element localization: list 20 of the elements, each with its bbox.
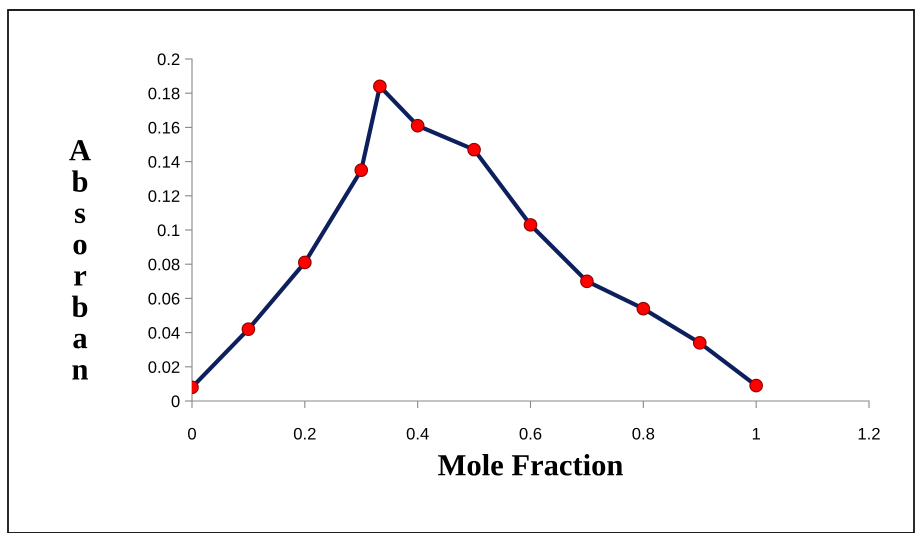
x-axis-title: Mole Fraction (438, 454, 623, 476)
x-tick-label: 0.8 (632, 428, 654, 440)
y-tick-label: 0.08 (148, 258, 180, 270)
y-tick-label: 0.14 (148, 156, 180, 168)
y-tick-label: 0.1 (158, 224, 180, 236)
y-tick-label: 0.2 (158, 53, 180, 66)
y-tick-label: 0.06 (148, 292, 180, 305)
y-tick-label: 0.04 (148, 327, 180, 339)
x-tick-label: 0.4 (406, 428, 429, 440)
y-tick-label: 0 (172, 395, 180, 408)
x-tick-label: 0.2 (294, 428, 316, 440)
y-tick-label: 0.02 (148, 361, 180, 374)
x-tick-label: 1 (752, 428, 760, 440)
y-tick-label: 0.16 (148, 122, 180, 134)
y-tick-label: 0.18 (148, 88, 180, 100)
x-tick-label: 1.2 (858, 428, 880, 440)
y-tick-label: 0.12 (148, 190, 180, 202)
y-axis-title: Absorban (69, 140, 91, 380)
x-tick-label: 0.6 (520, 428, 542, 440)
x-tick-label: 0 (188, 428, 196, 440)
